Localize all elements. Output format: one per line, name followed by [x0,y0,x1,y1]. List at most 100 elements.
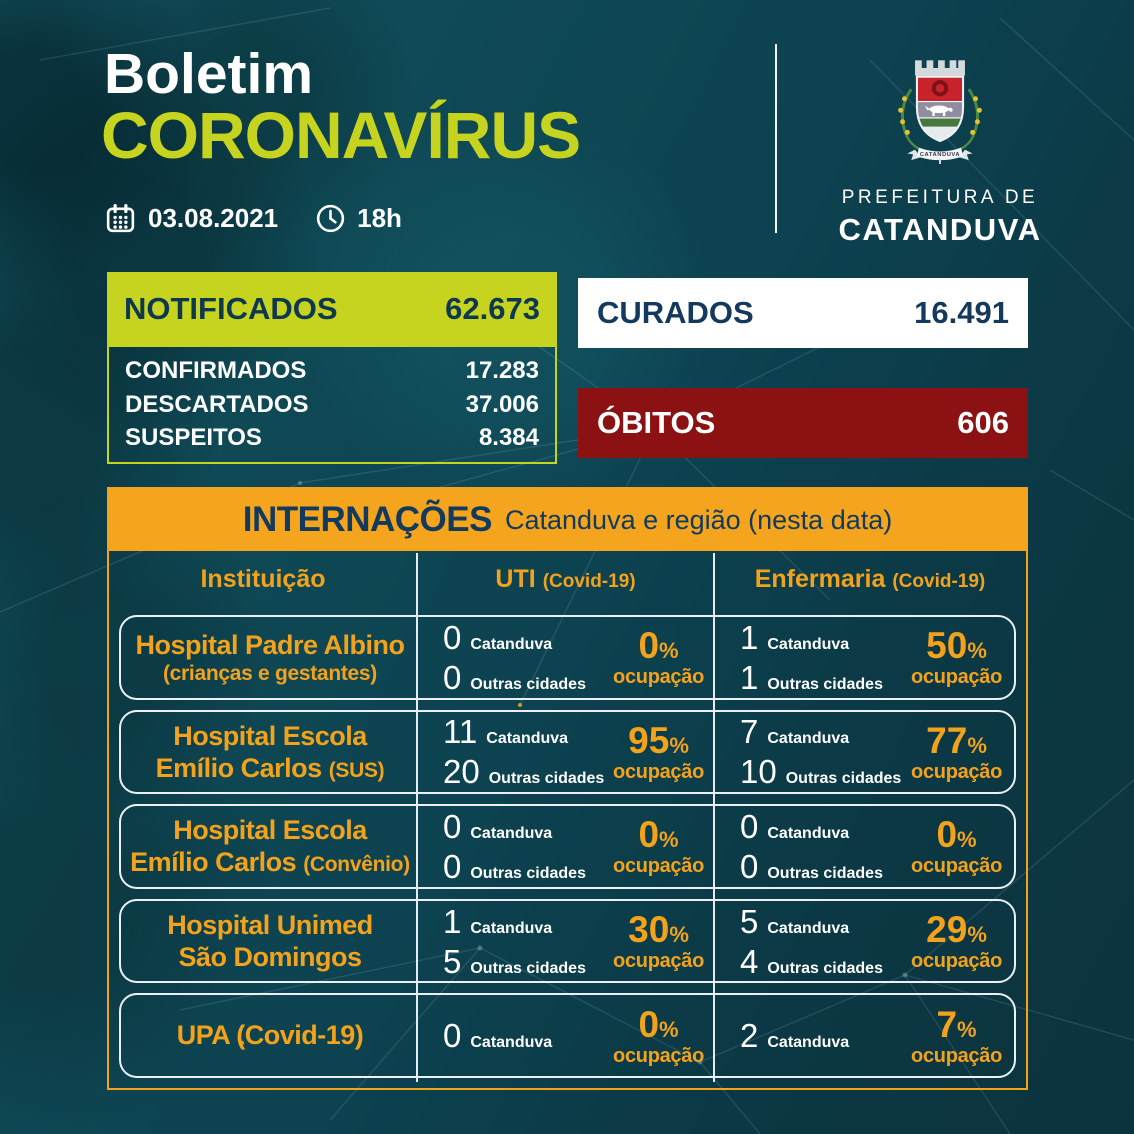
table-row: Hospital Escola Emílio Carlos (Convênio) 0… [119,804,1016,889]
institution-cell: Hospital Escola Emílio Carlos (SUS) [121,712,419,793]
breakdown-value: 8.384 [478,424,539,452]
bed-count-label: Catanduva [767,824,850,842]
occupancy-line: 0% [613,627,704,664]
percent-sign: % [659,1016,679,1042]
occupancy-label: ocupação [911,855,1002,878]
occupancy-label: ocupação [911,950,1002,973]
bed-count-entry: 1 Catanduva [740,621,883,654]
bed-count-label: Catanduva [486,730,569,748]
bed-count-entry: 0 Outras cidades [443,850,586,883]
occupancy-block: 0% ocupação [911,816,1002,876]
percent-sign: % [669,732,689,758]
occupancy-block: 29% ocupação [911,911,1002,971]
uti-cell: 0 Catanduva 0 Outras cidades 0% ocupação [419,617,716,698]
bed-count-value: 0 [443,1017,462,1055]
percent-sign: % [957,827,977,853]
curados-value: 16.491 [914,295,1009,330]
internacoes-title: INTERNAÇÕES [242,500,493,539]
institution-text: Hospital Padre Albino [135,629,405,660]
occupancy-line: 0% [613,1006,704,1043]
column-divider-1 [416,553,418,1082]
percent-sign: % [967,732,987,758]
bed-count-label: Catanduva [470,919,553,937]
bed-count-entry: 10 Outras cidades [740,755,901,788]
percent-sign: % [659,638,679,664]
institution-name-line: Emílio Carlos (Convênio) [130,846,410,878]
bed-count-entry: 0 Outras cidades [740,850,883,883]
time-text: 18h [357,203,402,233]
institution-text: (SUS) [328,758,385,782]
bed-counts: 5 Catanduva 4 Outras cidades [740,905,883,978]
occupancy-label: ocupação [613,855,704,878]
institution-name-line: UPA (Covid-19) [177,1019,364,1051]
internacoes-rows: Hospital Padre Albino (crianças e gestant… [119,615,1016,1078]
breakdown-box: CONFIRMADOS 17.283 DESCARTADOS 37.006 SU… [107,345,557,464]
occupancy-block: 50% ocupação [911,627,1002,687]
percent-sign: % [967,922,987,948]
breakdown-label: SUSPEITOS [125,424,262,452]
occupancy-block: 7% ocupação [911,1006,1002,1066]
institution-text: UPA (Covid-19) [176,1020,364,1051]
internacoes-table: INTERNAÇÕES Catanduva e região (nesta da… [107,487,1028,1090]
bulletin-title: Boletim [104,42,314,106]
bed-count-entry: 5 Outras cidades [443,945,586,978]
column-header-enfermaria: Enfermaria (Covid-19) [754,564,986,593]
institution-text: (crianças e gestantes) [162,661,377,685]
breakdown-row: DESCARTADOS 37.006 [125,391,539,419]
institution-cell: UPA (Covid-19) [121,995,419,1076]
occupancy-value: 29 [926,909,968,951]
institution-text: São Domingos [178,942,362,973]
institution-cell: Hospital Padre Albino (crianças e gestant… [121,617,419,698]
bed-count-label: Catanduva [767,1034,850,1052]
percent-sign: % [669,922,689,948]
org-name-line2: CATANDUVA [838,212,1042,247]
occupancy-value: 7 [936,1003,958,1045]
bed-count-value: 5 [740,902,759,940]
occupancy-line: 0% [613,816,704,853]
occupancy-value: 50 [926,625,968,667]
bed-count-label: Catanduva [470,824,553,842]
occupancy-block: 30% ocupação [613,911,704,971]
bed-count-entry: 2 Catanduva [740,1019,868,1052]
occupancy-line: 29% [911,911,1002,948]
breakdown-label: DESCARTADOS [125,390,309,418]
bed-count-label: Catanduva [767,730,850,748]
bed-count-value: 1 [740,658,759,696]
date-time-row: 03.08.2021 18h [106,203,402,234]
occupancy-value: 95 [628,719,670,761]
table-row: Hospital Unimed São Domingos 1 Catanduva 5 Ou… [119,898,1016,984]
percent-sign: % [967,638,987,664]
bed-count-value: 1 [443,902,462,940]
bed-count-entry: 4 Outras cidades [740,945,883,978]
bed-counts: 7 Catanduva 10 Outras cidades [740,715,901,788]
breakdown-value: 37.006 [465,390,539,418]
institution-name-line: São Domingos [178,941,362,973]
header-divider [775,44,777,233]
bed-count-value: 20 [443,753,480,791]
bed-count-value: 0 [443,658,462,696]
institution-text: (Convênio) [303,853,410,877]
occupancy-value: 30 [628,909,670,951]
obitos-value: 606 [957,405,1009,440]
bed-counts: 1 Catanduva 5 Outras cidades [443,905,586,978]
enfermaria-cell: 0 Catanduva 0 Outras cidades 0% ocupação [716,806,1014,887]
institution-text: Hospital Unimed [167,909,373,940]
notificados-box: NOTIFICADOS 62.673 [107,272,557,345]
occupancy-line: 77% [911,722,1002,759]
occupancy-value: 0 [638,814,660,856]
bed-count-entry: 7 Catanduva [740,715,901,748]
enfermaria-cell: 7 Catanduva 10 Outras cidades 77% ocupação [716,712,1014,793]
occupancy-line: 95% [613,722,704,759]
notificados-value: 62.673 [445,290,540,326]
occupancy-label: ocupação [911,1044,1002,1067]
internacoes-header: INTERNAÇÕES Catanduva e região (nesta da… [109,489,1026,551]
bed-count-label: Catanduva [767,919,850,937]
notificados-label: NOTIFICADOS [124,290,338,326]
institution-name-line: Hospital Padre Albino [135,629,405,661]
occupancy-label: ocupação [911,760,1002,783]
bed-count-label: Outras cidades [470,675,586,693]
institution-name-line: Hospital Escola [173,720,367,752]
bed-count-value: 10 [740,753,777,791]
bed-count-entry: 5 Catanduva [740,905,883,938]
